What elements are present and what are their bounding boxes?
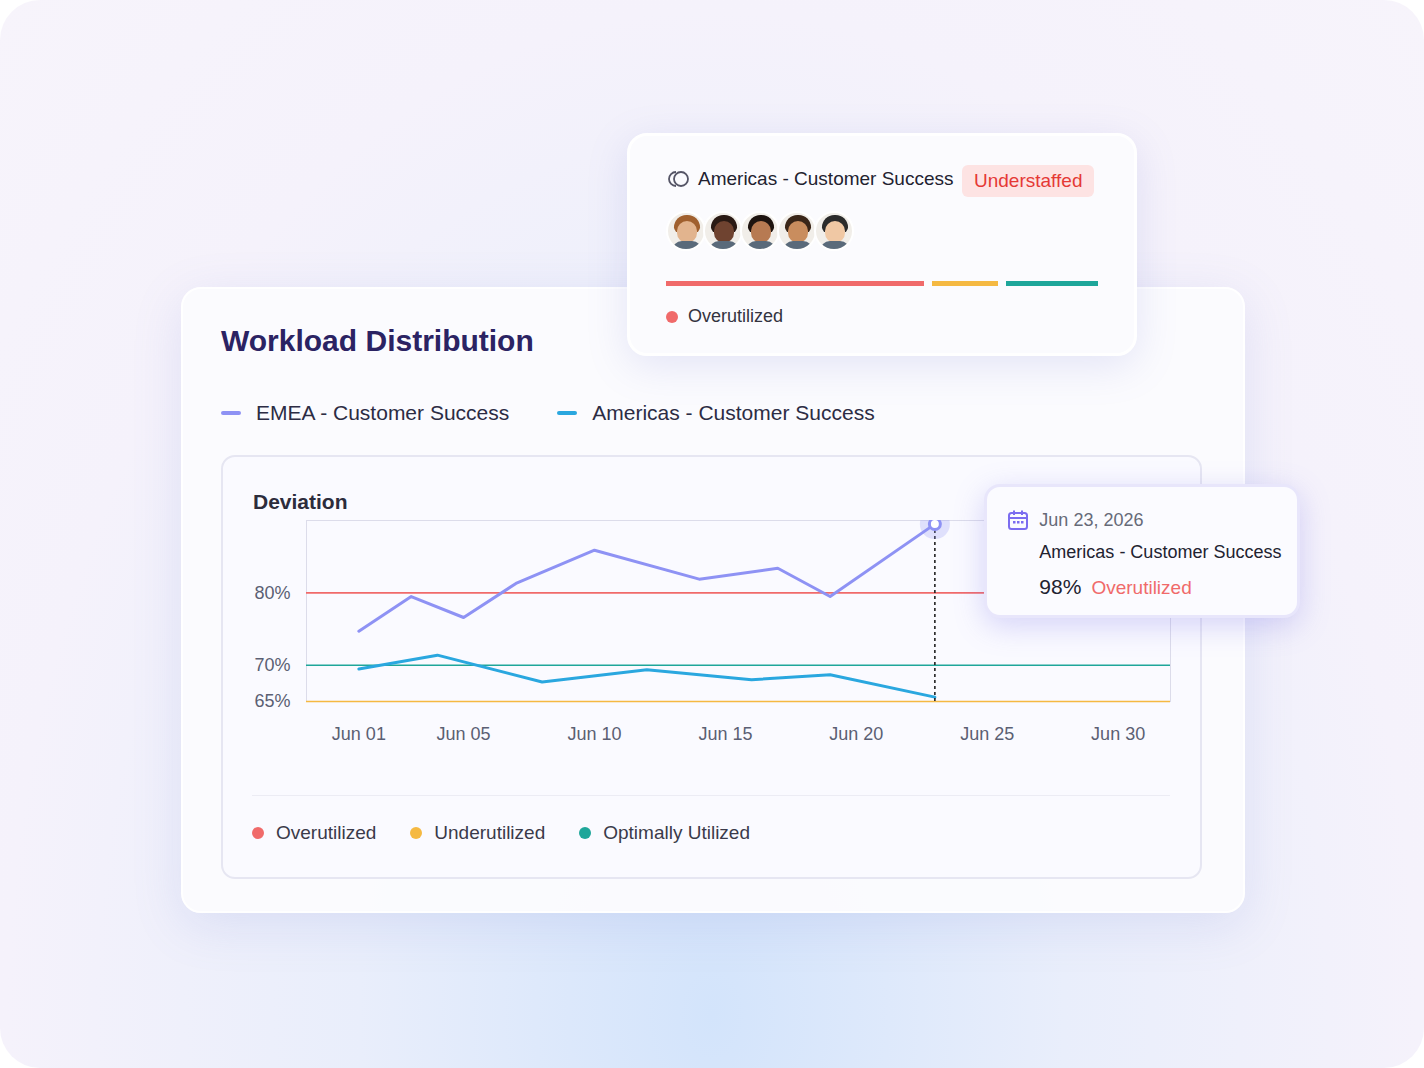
svg-text:70%: 70% <box>254 655 290 675</box>
svg-text:Jun 15: Jun 15 <box>698 724 752 744</box>
html-text:Overutilized: Overutilized <box>688 306 783 326</box>
html-text:Deviation: Deviation <box>253 490 348 513</box>
svg-text:Jun 01: Jun 01 <box>332 724 386 744</box>
svg-text:Jun 30: Jun 30 <box>1091 724 1145 744</box>
html-text:EMEA - Customer Success: EMEA - Customer Success <box>256 401 510 424</box>
svg-text:Jun 25: Jun 25 <box>960 724 1014 744</box>
svg-text:Jun 20: Jun 20 <box>829 724 883 744</box>
html-text:Americas - Customer Success: Americas - Customer Success <box>698 168 954 189</box>
html-text:Overutilized: Overutilized <box>1091 576 1192 598</box>
html-text:Overutilized: Overutilized <box>276 822 377 843</box>
html-text:98%: 98% <box>1039 574 1082 598</box>
svg-text:65%: 65% <box>254 691 290 711</box>
html-text:Workload Distribution: Workload Distribution <box>221 324 534 357</box>
html-text:Jun 23, 2026: Jun 23, 2026 <box>1039 509 1144 530</box>
svg-text:80%: 80% <box>254 583 290 603</box>
svg-text:Jun 10: Jun 10 <box>567 724 621 744</box>
html-text:Americas - Customer Success: Americas - Customer Success <box>1039 541 1282 562</box>
svg-text:Jun 05: Jun 05 <box>437 724 491 744</box>
html-text:Understaffed: Understaffed <box>974 170 1083 191</box>
html-text:Optimally Utilized: Optimally Utilized <box>603 822 750 843</box>
html-text:Underutilized: Underutilized <box>434 822 546 843</box>
html-text:Americas - Customer Success: Americas - Customer Success <box>592 401 875 424</box>
